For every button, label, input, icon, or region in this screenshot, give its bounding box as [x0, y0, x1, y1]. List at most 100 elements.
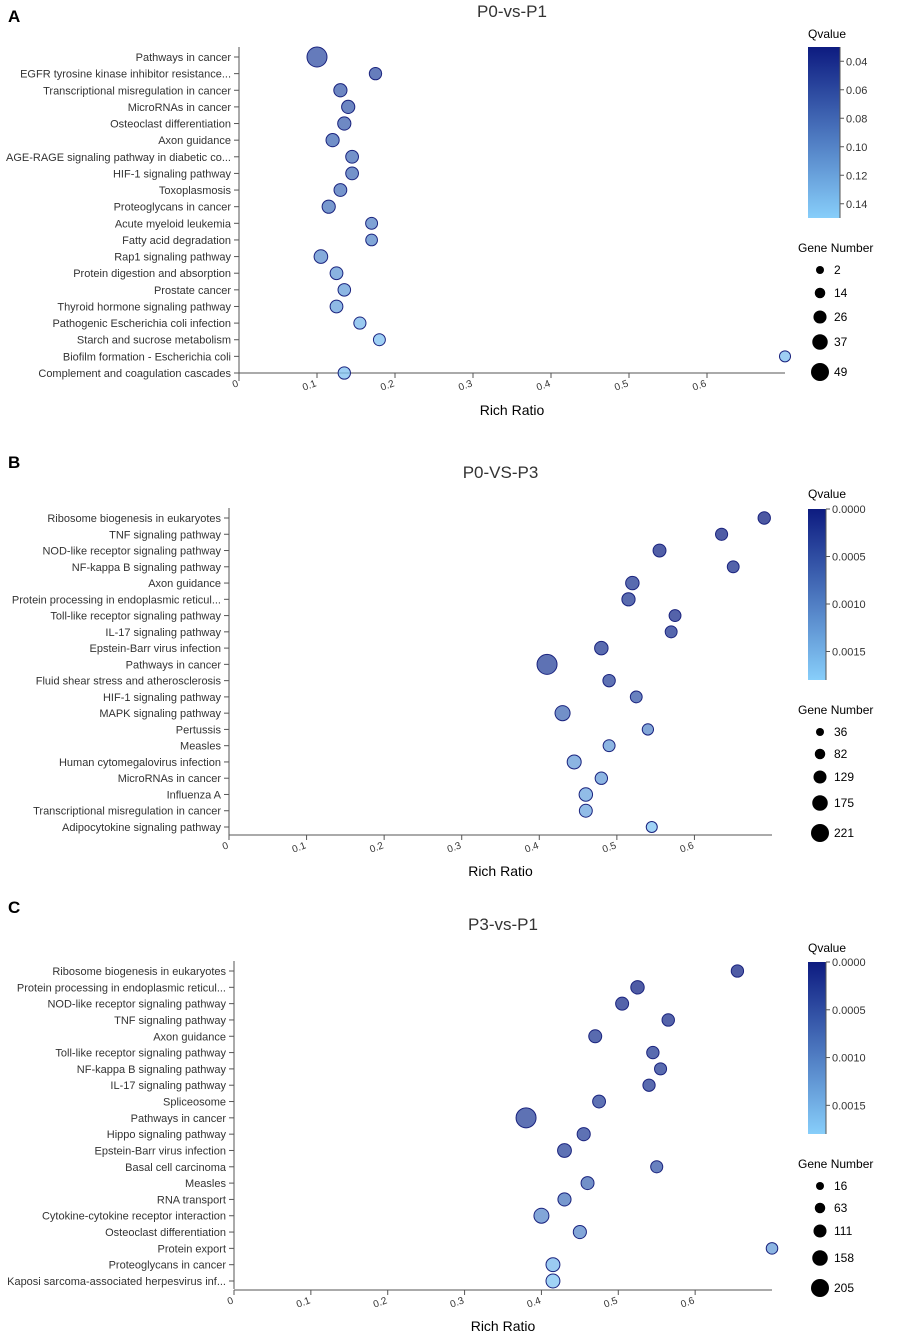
data-point[interactable]: [602, 739, 616, 753]
data-point[interactable]: [321, 199, 336, 214]
data-point[interactable]: [368, 66, 383, 81]
data-point[interactable]: [365, 233, 378, 247]
data-point[interactable]: [615, 996, 630, 1011]
y-tick-label: IL-17 signaling pathway: [110, 1080, 226, 1092]
y-tick-label: Pathways in cancer: [126, 659, 222, 671]
size-legend-label: 49: [834, 365, 848, 379]
size-legend-label: 129: [834, 770, 854, 784]
y-tick-label: Fatty acid degradation: [122, 235, 231, 247]
y-tick-label: Protein processing in endoplasmic reticu…: [17, 982, 226, 994]
size-legend-circle: [814, 748, 826, 760]
data-point[interactable]: [646, 1045, 660, 1060]
y-tick-label: NF-kappa B signaling pathway: [72, 562, 222, 574]
data-point[interactable]: [726, 560, 740, 574]
panel-a: A P0-vs-P1 Pathways in cancer EGFR tyrosine…: [6, 2, 873, 418]
data-point[interactable]: [572, 1224, 587, 1240]
y-tick-label: Ribosome biogenesis in eukaryotes: [47, 513, 221, 525]
colorbar-tick-label: 0.0010: [832, 599, 866, 611]
y-tick-label: Complement and coagulation cascades: [38, 368, 231, 380]
y-tick-label: Axon guidance: [153, 1031, 226, 1043]
y-tick-label: HIF-1 signaling pathway: [103, 692, 222, 704]
data-point[interactable]: [372, 333, 386, 347]
data-point[interactable]: [313, 249, 329, 264]
data-point[interactable]: [325, 133, 340, 148]
data-point[interactable]: [650, 1160, 664, 1174]
y-tick-label: Epstein-Barr virus infection: [90, 643, 221, 655]
data-point[interactable]: [629, 690, 643, 704]
colorbar-tick-label: 0.0000: [832, 504, 866, 516]
panel-b: B P0-VS-P3 Ribosome biogenesis in eukaryot…: [8, 453, 873, 879]
chart-title: P3-vs-P1: [468, 915, 538, 934]
data-point[interactable]: [341, 99, 356, 114]
data-point[interactable]: [566, 754, 582, 770]
data-point[interactable]: [578, 803, 593, 818]
data-point[interactable]: [345, 149, 359, 164]
y-tick-label: Epstein-Barr virus infection: [95, 1145, 226, 1157]
data-point[interactable]: [641, 723, 655, 736]
size-legend-circle: [813, 1224, 827, 1238]
data-point[interactable]: [576, 1127, 591, 1142]
data-point[interactable]: [557, 1143, 572, 1158]
data-point[interactable]: [668, 609, 682, 622]
data-point[interactable]: [557, 1192, 572, 1207]
y-tick-label: NOD-like receptor signaling pathway: [47, 999, 226, 1011]
colorbar-tick-label: 0.04: [846, 56, 867, 68]
data-point[interactable]: [730, 964, 745, 978]
data-point[interactable]: [515, 1107, 537, 1129]
data-point[interactable]: [654, 1062, 668, 1076]
data-point[interactable]: [329, 266, 344, 281]
data-point[interactable]: [602, 673, 616, 688]
data-point[interactable]: [345, 166, 359, 181]
data-point[interactable]: [621, 592, 636, 607]
data-point[interactable]: [333, 183, 348, 197]
x-tick-label: 0.1: [301, 378, 318, 393]
y-tick-label: Starch and sucrose metabolism: [77, 335, 231, 347]
data-point[interactable]: [625, 575, 640, 591]
data-point[interactable]: [329, 299, 344, 314]
data-point[interactable]: [664, 625, 678, 639]
data-point[interactable]: [652, 543, 667, 558]
data-point[interactable]: [545, 1273, 561, 1289]
data-point[interactable]: [778, 350, 792, 363]
data-point[interactable]: [642, 1078, 656, 1092]
data-point[interactable]: [578, 787, 594, 802]
data-point[interactable]: [536, 653, 558, 675]
data-point[interactable]: [554, 705, 571, 722]
data-point[interactable]: [337, 283, 352, 297]
size-legend-label: 2: [834, 263, 841, 277]
data-point[interactable]: [580, 1176, 595, 1191]
size-legend-label: 111: [834, 1224, 853, 1238]
data-point[interactable]: [533, 1207, 550, 1224]
size-legend-label: 82: [834, 747, 848, 761]
data-point[interactable]: [765, 1242, 779, 1255]
size-legend-label: 36: [834, 725, 848, 739]
data-point[interactable]: [365, 216, 379, 230]
data-point[interactable]: [661, 1013, 675, 1027]
data-point[interactable]: [645, 820, 658, 834]
data-point[interactable]: [715, 527, 729, 541]
data-point[interactable]: [592, 1094, 606, 1109]
size-legend-circle: [811, 1279, 829, 1297]
size-legend-label: 16: [834, 1179, 848, 1193]
data-point[interactable]: [545, 1257, 561, 1273]
data-point[interactable]: [757, 511, 771, 525]
y-tick-label: Transcriptional misregulation in cancer: [43, 85, 231, 97]
y-tick-label: Osteoclast differentiation: [105, 1227, 226, 1239]
size-legend-label: 221: [834, 826, 854, 840]
x-tick-label: 0: [231, 378, 240, 390]
data-point[interactable]: [588, 1029, 603, 1044]
data-point[interactable]: [333, 83, 348, 98]
data-point[interactable]: [337, 116, 352, 131]
y-tick-label: TNF signaling pathway: [114, 1015, 226, 1027]
data-point[interactable]: [594, 640, 609, 656]
y-tick-label: Proteoglycans in cancer: [114, 202, 232, 214]
y-tick-label: HIF-1 signaling pathway: [113, 168, 232, 180]
data-point[interactable]: [353, 316, 367, 330]
data-point[interactable]: [337, 366, 351, 380]
y-tick-label: Rap1 signaling pathway: [114, 252, 231, 264]
x-axis-label: Rich Ratio: [468, 863, 533, 879]
y-tick-label: MAPK signaling pathway: [99, 708, 221, 720]
data-point[interactable]: [630, 980, 645, 995]
data-point[interactable]: [594, 771, 609, 785]
data-point[interactable]: [306, 46, 328, 68]
